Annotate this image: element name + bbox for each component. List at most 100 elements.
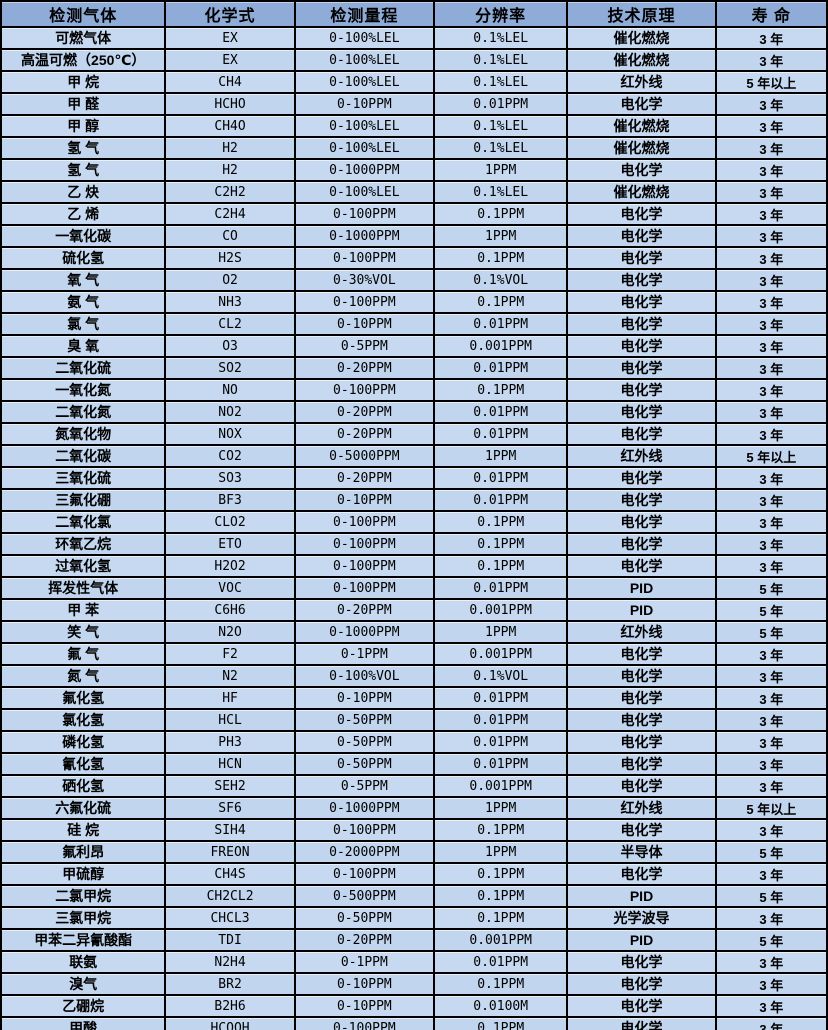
table-cell: 0-100%LEL [293, 180, 436, 204]
table-cell: 3 年 [714, 686, 828, 710]
table-cell: VOC [164, 576, 296, 600]
table-cell: 电化学 [566, 730, 717, 754]
table-cell: 3 年 [714, 334, 828, 358]
table-cell: 0-20PPM [293, 422, 436, 446]
table-cell: 二氧化碳 [0, 444, 167, 468]
table-cell: 电化学 [566, 862, 717, 886]
table-cell: 红外线 [566, 70, 717, 94]
table-cell: 0.01PPM [433, 466, 569, 490]
table-cell: C6H6 [164, 598, 296, 622]
header-row: 检测气体 化学式 检测量程 分辨率 技术原理寿 命 [0, 0, 828, 28]
table-cell: 0-2000PPM [293, 840, 436, 864]
table-cell: NOX [164, 422, 296, 446]
table-cell: ETO [164, 532, 296, 556]
table-cell: 0-10PPM [293, 994, 436, 1018]
column-header: 分辨率 [433, 0, 569, 28]
table-cell: 二氧化氮 [0, 400, 167, 424]
table-cell: 0-20PPM [293, 598, 436, 622]
table-cell: SO3 [164, 466, 296, 490]
table-cell: 溴气 [0, 972, 167, 996]
table-cell: 氯化氢 [0, 708, 167, 732]
table-cell: 3 年 [714, 730, 828, 754]
table-cell: 0-10PPM [293, 972, 436, 996]
table-cell: 甲 烷 [0, 70, 167, 94]
table-cell: 0.01PPM [433, 576, 569, 600]
table-cell: 0.1PPM [433, 532, 569, 556]
table-cell: 0-1PPM [293, 950, 436, 974]
table-cell: 0.001PPM [433, 642, 569, 666]
table-cell: 0-10PPM [293, 488, 436, 512]
table-cell: 电化学 [566, 510, 717, 534]
table-cell: 催化燃烧 [566, 114, 717, 138]
table-cell: 笑 气 [0, 620, 167, 644]
table-cell: 0.1%LEL [433, 48, 569, 72]
table-row: 联氨 N2H4 0-1PPM 0.01PPM 电化学 3 年 [0, 950, 828, 974]
table-cell: 0.0100M [433, 994, 569, 1018]
table-cell: 乙 炔 [0, 180, 167, 204]
table-cell: 3 年 [714, 92, 828, 116]
table-cell: B2H6 [164, 994, 296, 1018]
table-row: 乙 炔 C2H2 0-100%LEL 0.1%LEL 催化燃烧 3 年 [0, 180, 828, 204]
table-cell: 0.1%LEL [433, 114, 569, 138]
table-header: 检测气体 化学式 检测量程 分辨率 技术原理寿 命 [0, 0, 828, 28]
column-header: 技术原理 [566, 0, 717, 28]
table-cell: 0-1000PPM [293, 796, 436, 820]
table-row: 氟 气 F2 0-1PPM 0.001PPM 电化学 3 年 [0, 642, 828, 666]
table-cell: 3 年 [714, 202, 828, 226]
table-cell: BF3 [164, 488, 296, 512]
table-cell: 1PPM [433, 444, 569, 468]
table-cell: C2H4 [164, 202, 296, 226]
table-cell: 0.1PPM [433, 290, 569, 314]
table-cell: PID [566, 598, 717, 622]
table-cell: 0-50PPM [293, 752, 436, 776]
table-cell: CL2 [164, 312, 296, 336]
table-row: 硫化氢 H2S 0-100PPM 0.1PPM 电化学 3 年 [0, 246, 828, 270]
table-cell: 3 年 [714, 422, 828, 446]
table-cell: CO2 [164, 444, 296, 468]
table-cell: 0.1PPM [433, 884, 569, 908]
table-cell: SEH2 [164, 774, 296, 798]
table-cell: H2 [164, 136, 296, 160]
table-cell: 0.1%VOL [433, 664, 569, 688]
table-cell: 3 年 [714, 158, 828, 182]
table-cell: 甲 苯 [0, 598, 167, 622]
table-cell: 氨 气 [0, 290, 167, 314]
table-cell: 催化燃烧 [566, 180, 717, 204]
table-cell: HF [164, 686, 296, 710]
table-cell: 联氨 [0, 950, 167, 974]
table-cell: 0.01PPM [433, 422, 569, 446]
table-row: 过氧化氢 H2O2 0-100PPM 0.1PPM 电化学 3 年 [0, 554, 828, 578]
table-cell: 氮 气 [0, 664, 167, 688]
table-cell: 二氯甲烷 [0, 884, 167, 908]
table-row: 氢 气 H2 0-1000PPM 1PPM 电化学 3 年 [0, 158, 828, 182]
table-cell: 硅 烷 [0, 818, 167, 842]
table-cell: 0.01PPM [433, 950, 569, 974]
table-cell: HCHO [164, 92, 296, 116]
table-cell: N2H4 [164, 950, 296, 974]
table-cell: 0.1PPM [433, 906, 569, 930]
table-cell: 电化学 [566, 950, 717, 974]
table-cell: 0-100PPM [293, 862, 436, 886]
table-cell: 0.1%VOL [433, 268, 569, 292]
table-cell: 3 年 [714, 290, 828, 314]
table-cell: 电化学 [566, 532, 717, 556]
table-cell: 0-100PPM [293, 246, 436, 270]
table-cell: 0-10PPM [293, 686, 436, 710]
table-row: 甲酸 HCOOH 0-100PPM 0.1PPM 电化学 3 年 [0, 1016, 828, 1030]
table-cell: 0.1%LEL [433, 136, 569, 160]
table-cell: EX [164, 48, 296, 72]
table-row: 氯化氢 HCL 0-50PPM 0.01PPM 电化学 3 年 [0, 708, 828, 732]
table-cell: 3 年 [714, 224, 828, 248]
table-row: 挥发性气体 VOC 0-100PPM 0.01PPM PID 5 年 [0, 576, 828, 600]
table-cell: 0-100PPM [293, 532, 436, 556]
table-cell: 0-5PPM [293, 774, 436, 798]
table-cell: 1PPM [433, 620, 569, 644]
table-cell: 高温可燃（250℃） [0, 48, 167, 72]
table-row: 氮氧化物 NOX 0-20PPM 0.01PPM 电化学 3 年 [0, 422, 828, 446]
table-row: 甲 烷 CH4 0-100%LEL 0.1%LEL 红外线 5 年以上 [0, 70, 828, 94]
table-cell: 电化学 [566, 356, 717, 380]
table-cell: 电化学 [566, 158, 717, 182]
table-cell: 0-100%LEL [293, 26, 436, 50]
table-cell: 5 年 [714, 576, 828, 600]
